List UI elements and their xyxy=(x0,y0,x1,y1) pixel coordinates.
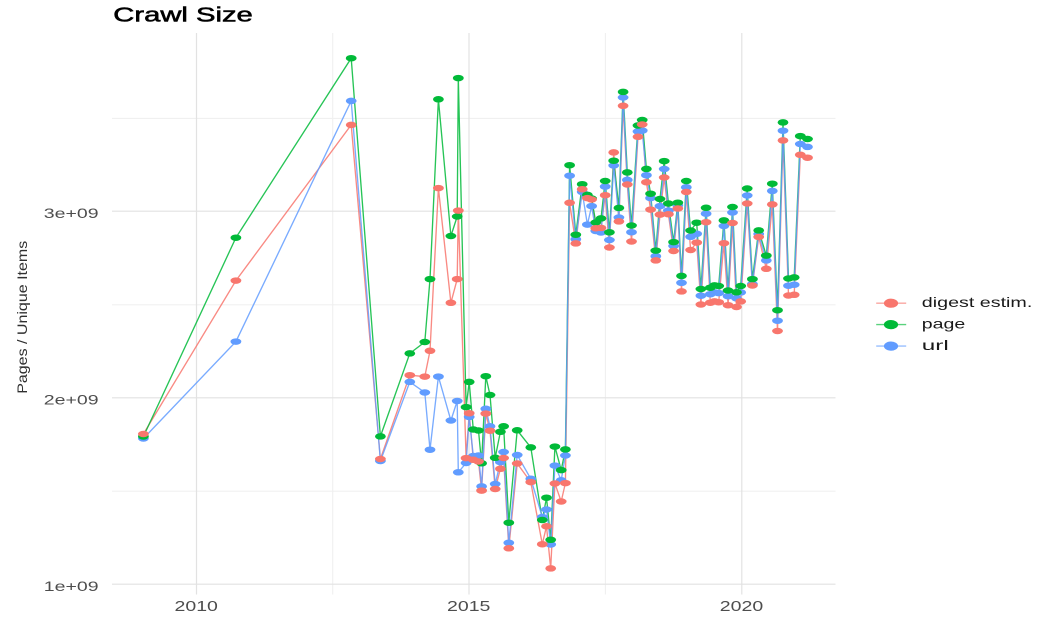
svg-text:2015: 2015 xyxy=(447,599,490,615)
svg-text:2010: 2010 xyxy=(175,599,218,615)
svg-text:3e+09: 3e+09 xyxy=(44,206,99,222)
svg-text:Crawl Size: Crawl Size xyxy=(113,4,253,26)
svg-text:page: page xyxy=(922,317,966,332)
svg-text:digest estim.: digest estim. xyxy=(922,295,1032,310)
svg-text:2e+09: 2e+09 xyxy=(44,392,99,408)
svg-text:1e+09: 1e+09 xyxy=(44,579,99,595)
svg-text:url: url xyxy=(922,338,949,353)
svg-text:Pages / Unique Items: Pages / Unique Items xyxy=(14,241,30,394)
svg-text:2020: 2020 xyxy=(720,599,763,615)
